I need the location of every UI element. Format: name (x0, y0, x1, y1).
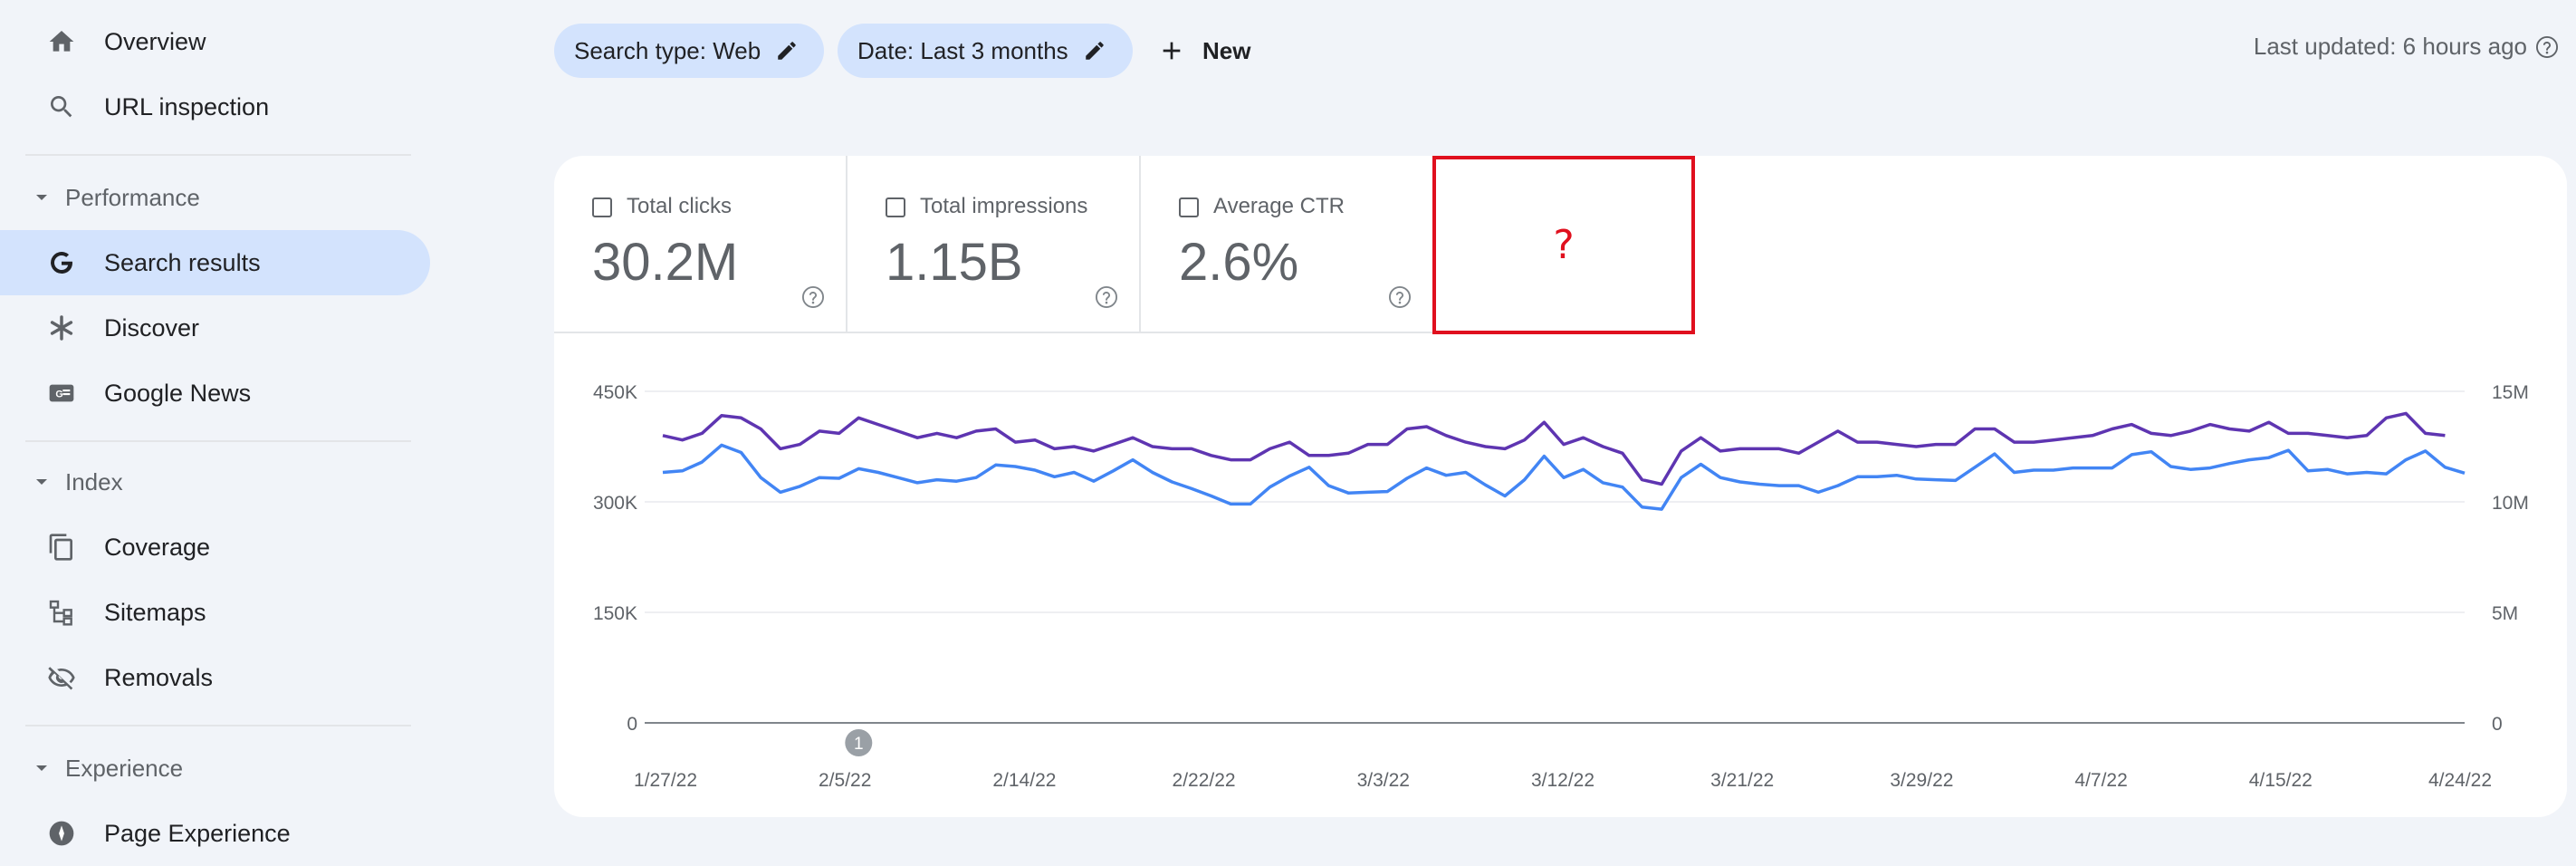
y-right-tick-label: 10M (2492, 493, 2529, 514)
eye-off-icon (43, 659, 80, 696)
pencil-icon[interactable] (1083, 39, 1106, 63)
x-tick-label: 1/27/22 (634, 770, 697, 791)
plus-icon (1157, 36, 1186, 65)
sidebar-item-url-inspection[interactable]: URL inspection (0, 74, 430, 140)
pencil-icon[interactable] (775, 39, 799, 63)
metric-checkbox[interactable] (886, 197, 905, 217)
home-icon (43, 24, 80, 60)
y-right-tick-label: 0 (2492, 714, 2503, 735)
unknown-metric-text: ? (1553, 222, 1575, 268)
asterisk-icon (43, 310, 80, 346)
metric-checkbox[interactable] (592, 197, 612, 217)
x-tick-label: 2/22/22 (1173, 770, 1236, 791)
caret-down-icon (36, 479, 47, 485)
date-chip-label: Date: Last 3 months (857, 36, 1068, 64)
sidebar-item-coverage[interactable]: Coverage (0, 515, 430, 580)
sidebar-item-label: Discover (104, 313, 200, 342)
section-label: Experience (65, 754, 184, 782)
search-type-chip-label: Search type: Web (574, 36, 761, 64)
unknown-metric-box[interactable]: ? (1432, 156, 1695, 334)
caret-down-icon (36, 195, 47, 200)
sidebar-divider (25, 154, 411, 156)
metric-value: 30.2M (592, 233, 739, 292)
y-left-tick-label: 150K (593, 603, 637, 624)
sidebar-item-label: Search results (104, 248, 261, 276)
sidebar-nav: Overview URL inspection Performance Sear… (0, 0, 507, 864)
y-left-tick-label: 0 (627, 714, 637, 735)
y-right-tick-label: 5M (2492, 603, 2518, 624)
section-header-experience[interactable]: Experience (0, 743, 417, 794)
metric-value: 2.6% (1179, 233, 1299, 292)
metric-total-clicks[interactable]: Total clicks 30.2M (554, 156, 847, 333)
new-filter-label: New (1202, 36, 1251, 64)
metric-label: Average CTR (1213, 194, 1345, 218)
help-icon[interactable] (800, 284, 826, 310)
sidebar-item-label: Coverage (104, 533, 211, 561)
sidebar-divider (25, 440, 411, 442)
metric-checkbox[interactable] (1179, 197, 1199, 217)
y-left-tick-label: 300K (593, 493, 637, 514)
x-tick-label: 2/14/22 (992, 770, 1056, 791)
search-type-chip[interactable]: Search type: Web (554, 24, 824, 78)
sidebar-item-label: Overview (104, 27, 206, 55)
x-tick-label: 3/29/22 (1890, 770, 1953, 791)
new-filter-button[interactable]: New (1157, 24, 1250, 78)
y-right-tick-label: 15M (2492, 382, 2529, 403)
help-icon[interactable] (1094, 284, 1119, 310)
compass-icon (43, 815, 80, 852)
help-icon[interactable] (2534, 34, 2560, 60)
last-updated: Last updated: 6 hours ago (2254, 33, 2560, 61)
sidebar-item-search-results[interactable]: Search results (0, 230, 430, 295)
metrics-divider (554, 332, 1432, 333)
performance-chart: 0 0 150K 5M 300K 10M 450K 15M 1/27/22 2/5/22 2/14/… (593, 382, 2529, 791)
sidebar-divider (25, 725, 411, 726)
metric-total-impressions[interactable]: Total impressions 1.15B (847, 156, 1141, 333)
copy-pages-icon (43, 529, 80, 565)
sidebar-item-label: Page Experience (104, 819, 291, 847)
google-g-icon (43, 245, 80, 281)
metric-label: Total impressions (920, 194, 1088, 218)
sidebar-item-label: Google News (104, 379, 252, 407)
y-left-tick-label: 450K (593, 382, 637, 403)
sidebar-item-label: Removals (104, 663, 214, 691)
sidebar-item-label: URL inspection (104, 92, 270, 120)
caret-down-icon (36, 765, 47, 771)
sitemap-icon (43, 594, 80, 630)
annotation-marker (845, 729, 873, 756)
x-tick-label: 4/7/22 (2074, 770, 2127, 791)
date-chip[interactable]: Date: Last 3 months (838, 24, 1133, 78)
section-label: Index (65, 467, 123, 496)
sidebar-item-page-experience[interactable]: Page Experience (0, 801, 430, 866)
sidebar-item-sitemaps[interactable]: Sitemaps (0, 580, 430, 645)
sidebar-item-removals[interactable]: Removals (0, 645, 430, 710)
annotation-label: 1 (854, 735, 864, 754)
sidebar-item-label: Sitemaps (104, 598, 206, 626)
metric-value: 1.15B (886, 233, 1023, 292)
section-header-index[interactable]: Index (0, 457, 417, 507)
x-tick-label: 3/3/22 (1357, 770, 1410, 791)
x-tick-label: 4/15/22 (2249, 770, 2313, 791)
performance-card: Total clicks 30.2M Total impressions 1.1… (554, 156, 2567, 817)
x-tick-label: 2/5/22 (819, 770, 871, 791)
series-line-clicks (662, 443, 2466, 511)
x-tick-label: 3/12/22 (1531, 770, 1594, 791)
x-tick-label: 3/21/22 (1710, 770, 1774, 791)
section-label: Performance (65, 183, 200, 211)
sidebar-item-google-news[interactable]: G Google News (0, 361, 430, 426)
sidebar-item-discover[interactable]: Discover (0, 295, 430, 361)
last-updated-text: Last updated: 6 hours ago (2253, 33, 2527, 60)
google-news-icon: G (43, 375, 80, 411)
section-header-performance[interactable]: Performance (0, 172, 417, 223)
series-line-impressions (662, 411, 2446, 486)
svg-text:G: G (55, 390, 62, 400)
search-icon (43, 89, 80, 125)
metric-label: Total clicks (627, 194, 733, 218)
sidebar-item-overview[interactable]: Overview (0, 9, 430, 74)
x-tick-label: 4/24/22 (2428, 770, 2492, 791)
metric-average-ctr[interactable]: Average CTR 2.6% (1141, 156, 1434, 333)
help-icon[interactable] (1387, 284, 1412, 310)
